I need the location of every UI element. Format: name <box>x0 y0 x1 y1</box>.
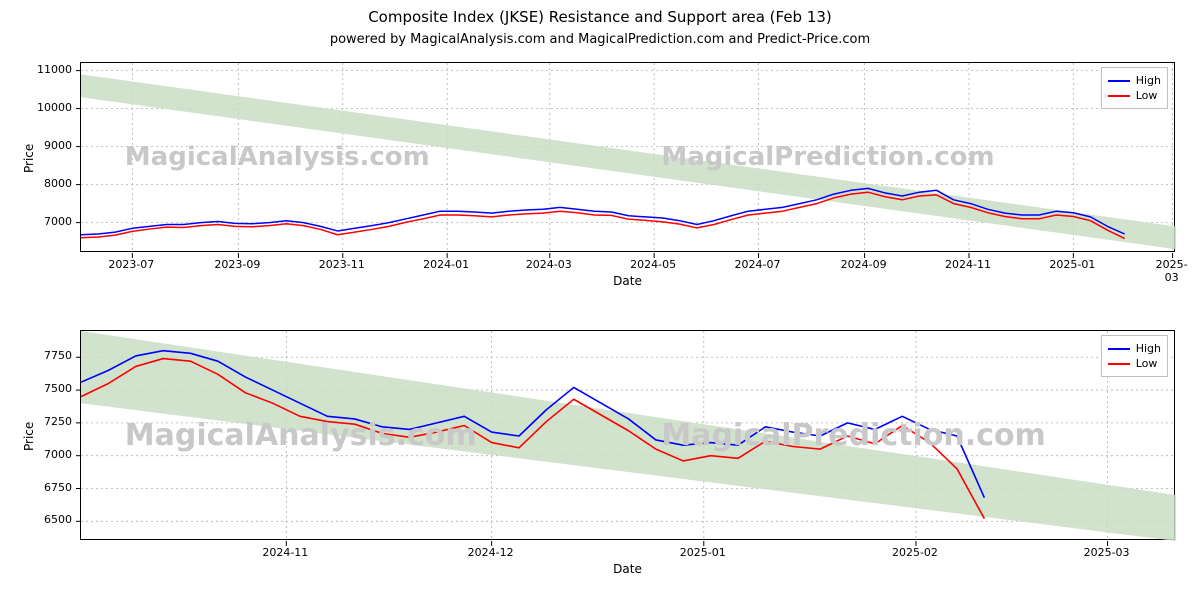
xtick-label: 2023-09 <box>214 258 260 271</box>
ytick-label: 11000 <box>30 63 72 76</box>
xtick-label: 2024-07 <box>735 258 781 271</box>
legend-item: High <box>1108 74 1161 87</box>
bottom-chart-plot-area: MagicalAnalysis.com MagicalPrediction.co… <box>80 330 1175 540</box>
xtick-label: 2025-03 <box>1084 546 1130 559</box>
top-chart-svg <box>81 63 1176 253</box>
ytick-label: 8000 <box>30 177 72 190</box>
xtick-label: 2024-09 <box>841 258 887 271</box>
ytick-label: 6750 <box>30 481 72 494</box>
ytick-label: 7250 <box>30 415 72 428</box>
xtick-label: 2025-01 <box>1049 258 1095 271</box>
xtick-label: 2024-12 <box>468 546 514 559</box>
xtick-label: 2024-05 <box>630 258 676 271</box>
ytick-label: 10000 <box>30 101 72 114</box>
ytick-label: 9000 <box>30 139 72 152</box>
top-chart-plot-area: MagicalAnalysis.com MagicalPrediction.co… <box>80 62 1175 252</box>
xtick-label: 2024-11 <box>262 546 308 559</box>
legend-swatch <box>1108 95 1130 97</box>
legend-label: High <box>1136 342 1161 355</box>
legend-item: High <box>1108 342 1161 355</box>
ytick-label: 6500 <box>30 513 72 526</box>
xtick-label: 2023-07 <box>108 258 154 271</box>
chart-title: Composite Index (JKSE) Resistance and Su… <box>0 8 1200 26</box>
legend-item: Low <box>1108 357 1161 370</box>
xtick-label: 2023-11 <box>319 258 365 271</box>
ytick-label: 7000 <box>30 215 72 228</box>
ytick-label: 7000 <box>30 448 72 461</box>
top-chart-legend: High Low <box>1101 67 1168 109</box>
xtick-label: 2024-03 <box>526 258 572 271</box>
ytick-label: 7750 <box>30 349 72 362</box>
xtick-label: 2025-03 <box>1156 258 1188 284</box>
legend-label: Low <box>1136 357 1158 370</box>
legend-label: Low <box>1136 89 1158 102</box>
legend-swatch <box>1108 363 1130 365</box>
figure: Composite Index (JKSE) Resistance and Su… <box>0 0 1200 600</box>
chart-subtitle: powered by MagicalAnalysis.com and Magic… <box>0 32 1200 47</box>
bottom-chart-legend: High Low <box>1101 335 1168 377</box>
xtick-label: 2025-01 <box>680 546 726 559</box>
xtick-label: 2025-02 <box>892 546 938 559</box>
bottom-chart-svg <box>81 331 1176 541</box>
top-chart-xlabel: Date <box>80 274 1175 288</box>
ytick-label: 7500 <box>30 382 72 395</box>
legend-swatch <box>1108 348 1130 350</box>
xtick-label: 2024-11 <box>945 258 991 271</box>
xtick-label: 2024-01 <box>423 258 469 271</box>
legend-swatch <box>1108 80 1130 82</box>
legend-label: High <box>1136 74 1161 87</box>
bottom-chart-xlabel: Date <box>80 562 1175 576</box>
legend-item: Low <box>1108 89 1161 102</box>
